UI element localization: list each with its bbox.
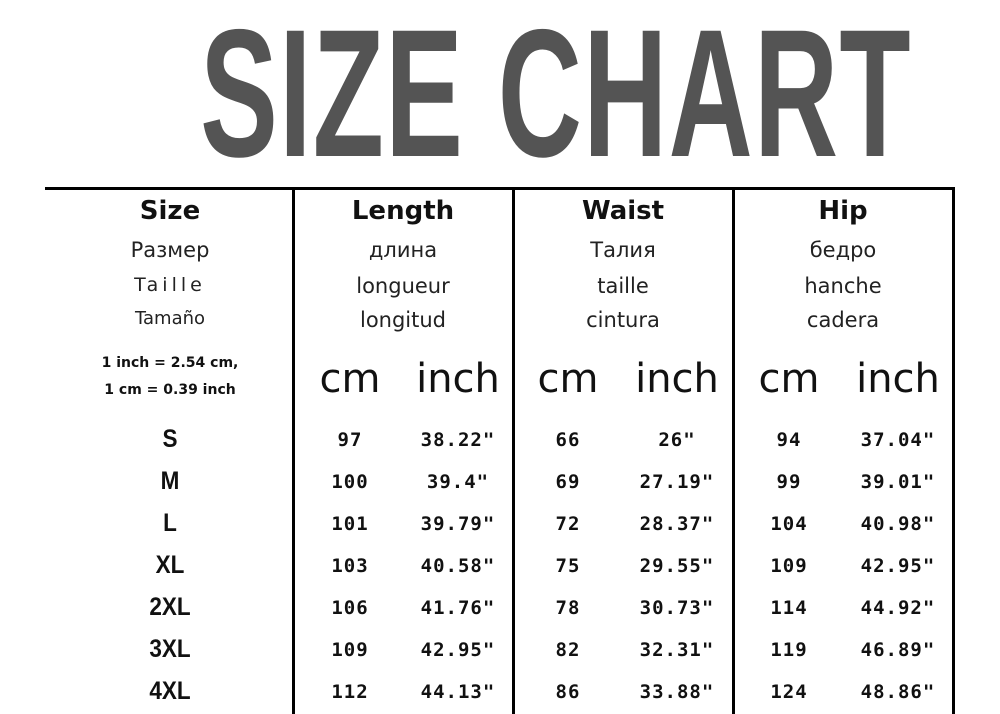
- column-header-es: cadera: [806, 308, 880, 332]
- inch-value: 39.01": [860, 471, 936, 493]
- column-header-es: cintura: [586, 308, 660, 332]
- inch-value: 46.89": [860, 639, 936, 661]
- column-header-fr: hanche: [804, 274, 882, 298]
- cm-value: 106: [331, 597, 369, 619]
- cm-value: 94: [776, 429, 802, 451]
- cm-value: 119: [770, 639, 808, 661]
- column-header-ru: бедро: [809, 238, 877, 262]
- inch-value: 40.58": [420, 555, 496, 577]
- title-text: SIZE CHART: [200, 0, 912, 195]
- unit-cm-label: cm: [758, 356, 820, 402]
- cm-value: 124: [770, 681, 808, 703]
- column-header-es: Tamaño: [134, 308, 206, 329]
- size-label: 4XL: [149, 677, 191, 705]
- column-divider: [732, 187, 735, 714]
- size-label: 2XL: [149, 593, 191, 621]
- inch-value: 39.79": [420, 513, 496, 535]
- unit-inch-label: inch: [635, 356, 719, 402]
- inch-value: 48.86": [860, 681, 936, 703]
- column-divider: [292, 187, 295, 714]
- column-header-fr: longueur: [356, 274, 450, 298]
- size-label: 3XL: [149, 635, 191, 663]
- column-header: Length: [351, 196, 455, 226]
- inch-value: 40.98": [860, 513, 936, 535]
- unit-inch-label: inch: [416, 356, 500, 402]
- inch-value: 37.04": [860, 429, 936, 451]
- inch-value: 29.55": [639, 555, 715, 577]
- column-header: Hip: [818, 196, 868, 226]
- cm-value: 109: [331, 639, 369, 661]
- column-header-fr: taille: [597, 274, 649, 298]
- unit-cm-label: cm: [319, 356, 381, 402]
- cm-value: 99: [776, 471, 802, 493]
- column-header-es: longitud: [359, 308, 447, 332]
- cm-value: 69: [555, 471, 581, 493]
- column-header: Size: [139, 196, 201, 226]
- cm-value: 104: [770, 513, 808, 535]
- conversion-note: 1 cm = 0.39 inch: [104, 382, 236, 398]
- inch-value: 44.92": [860, 597, 936, 619]
- inch-value: 33.88": [639, 681, 715, 703]
- unit-cm-label: cm: [537, 356, 599, 402]
- cm-value: 75: [555, 555, 581, 577]
- inch-value: 32.31": [639, 639, 715, 661]
- cm-value: 82: [555, 639, 581, 661]
- cm-value: 109: [770, 555, 808, 577]
- column-header-ru: длина: [368, 238, 438, 262]
- inch-value: 30.73": [639, 597, 715, 619]
- cm-value: 72: [555, 513, 581, 535]
- cm-value: 97: [337, 429, 363, 451]
- cm-value: 100: [331, 471, 369, 493]
- column-header: Waist: [581, 196, 665, 226]
- inch-value: 42.95": [860, 555, 936, 577]
- column-header-ru: Талия: [590, 238, 656, 262]
- conversion-note: 1 inch = 2.54 cm,: [101, 355, 239, 371]
- unit-inch-label: inch: [856, 356, 940, 402]
- inch-value: 27.19": [639, 471, 715, 493]
- inch-value: 39.4": [426, 471, 490, 493]
- inch-value: 44.13": [420, 681, 496, 703]
- inch-value: 26": [658, 429, 696, 451]
- cm-value: 86: [555, 681, 581, 703]
- inch-value: 42.95": [420, 639, 496, 661]
- inch-value: 38.22": [420, 429, 496, 451]
- size-label: L: [163, 509, 177, 537]
- column-header-fr: Taille: [134, 274, 206, 296]
- inch-value: 41.76": [420, 597, 496, 619]
- size-label: S: [162, 425, 178, 453]
- size-label: XL: [155, 551, 185, 579]
- cm-value: 114: [770, 597, 808, 619]
- page-title: SIZE CHART: [0, 0, 1000, 195]
- inch-value: 28.37": [639, 513, 715, 535]
- column-divider: [952, 187, 955, 714]
- cm-value: 112: [331, 681, 369, 703]
- column-header-ru: Размер: [130, 238, 210, 262]
- cm-value: 101: [331, 513, 369, 535]
- table-top-border: [45, 187, 955, 190]
- cm-value: 78: [555, 597, 581, 619]
- size-label: M: [160, 467, 180, 495]
- cm-value: 66: [555, 429, 581, 451]
- column-divider: [512, 187, 515, 714]
- cm-value: 103: [331, 555, 369, 577]
